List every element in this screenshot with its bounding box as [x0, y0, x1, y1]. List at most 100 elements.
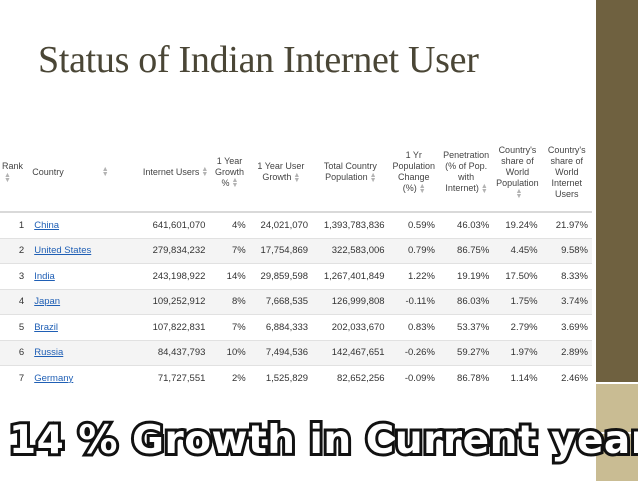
table-cell: 0.59% [388, 212, 439, 239]
header-label: Total Country Population [323, 161, 377, 182]
table-cell: -0.26% [388, 340, 439, 366]
table-cell: 1.14% [493, 365, 542, 388]
table-cell: 7% [209, 238, 250, 264]
column-header[interactable]: 1 Year User Growth ▲ ▼ [249, 133, 313, 213]
sort-icon: ▲ ▼ [369, 171, 377, 184]
accent-tile [596, 432, 638, 481]
accent-tile [596, 382, 638, 432]
table-cell: 21.97% [541, 212, 592, 239]
table-row: 2 United States 279,834,232 7% 17,754,86… [0, 238, 592, 264]
column-header[interactable]: Rank▲ ▼ [0, 133, 31, 213]
table-cell: 24,021,070 [249, 212, 313, 239]
table-cell: 4.45% [493, 238, 542, 264]
header-label: Penetration (% of Pop. with Internet) [443, 150, 490, 193]
table-cell: 0.83% [388, 314, 439, 341]
table-row: 4 Japan 109,252,912 8% 7,668,535 126,999… [0, 289, 592, 315]
table-cell: 7,668,535 [249, 289, 313, 315]
table-cell: 9.58% [541, 238, 592, 264]
table-cell: 641,601,070 [122, 212, 210, 239]
table-row: 3 India 243,198,922 14% 29,859,598 1,267… [0, 263, 592, 290]
table-row: 7 Germany 71,727,551 2% 1,525,829 82,652… [0, 365, 592, 388]
sort-icon: ▲ ▼ [480, 182, 488, 195]
table-cell: 1.22% [388, 263, 439, 290]
column-header[interactable]: Penetration (% of Pop. with Internet) ▲ ▼ [438, 133, 494, 213]
table-cell: 1,525,829 [249, 365, 313, 388]
slide-title: Status of Indian Internet User [38, 39, 479, 81]
sort-icon: ▲ ▼ [201, 166, 209, 179]
table-row: 6 Russia 84,437,793 10% 7,494,536 142,46… [0, 340, 592, 366]
column-header[interactable]: Total Country Population ▲ ▼ [312, 133, 389, 213]
country-link[interactable]: Russia [30, 340, 123, 366]
column-header[interactable]: Country's share of World Internet Users [541, 133, 592, 213]
header-label: Internet Users [142, 166, 200, 177]
table-cell: 17,754,869 [249, 238, 313, 264]
table-cell: 126,999,808 [312, 289, 389, 315]
header-label: 1 Year Growth % [215, 155, 245, 188]
country-link[interactable]: Brazil [30, 314, 123, 341]
table-cell: 6,884,333 [249, 314, 313, 341]
table-cell: 19.24% [493, 212, 542, 239]
table-cell: 243,198,922 [122, 263, 210, 290]
table-cell: 86.75% [438, 238, 494, 264]
table-cell: 8% [209, 289, 250, 315]
table-row: 1 China 641,601,070 4% 24,021,070 1,393,… [0, 212, 592, 239]
table-cell: 84,437,793 [122, 340, 210, 366]
table-cell: 19.19% [438, 263, 494, 290]
rank-cell: 5 [0, 314, 31, 341]
country-link[interactable]: United States [30, 238, 123, 264]
table-cell: 82,652,256 [312, 365, 389, 388]
table-cell: 8.33% [541, 263, 592, 290]
table-cell: 107,822,831 [122, 314, 210, 341]
header-label: 1 Yr Population Change (%) [392, 150, 436, 193]
table-cell: 86.78% [438, 365, 494, 388]
table-cell: 17.50% [493, 263, 542, 290]
rank-cell: 3 [0, 263, 31, 290]
rank-cell: 7 [0, 365, 31, 388]
rank-cell: 6 [0, 340, 31, 366]
rank-cell: 4 [0, 289, 31, 315]
table-cell: 14% [209, 263, 250, 290]
table-cell: 0.79% [388, 238, 439, 264]
table-cell: 53.37% [438, 314, 494, 341]
table-row: 5 Brazil 107,822,831 7% 6,884,333 202,03… [0, 314, 592, 341]
accent-band [596, 0, 638, 481]
table-cell: 202,033,670 [312, 314, 389, 341]
table-cell: 7% [209, 314, 250, 341]
table-cell: 2% [209, 365, 250, 388]
sort-icon: ▲ ▼ [418, 182, 426, 195]
column-header[interactable]: Country ▲ ▼ [30, 133, 123, 213]
table-cell: 1.75% [493, 289, 542, 315]
sort-icon: ▲ ▼ [293, 171, 301, 184]
country-link[interactable]: India [30, 263, 123, 290]
internet-users-table: Rank▲ ▼ Country ▲ ▼ Internet Users ▲ ▼ 1 Year… [0, 133, 595, 388]
header-label: Country [32, 166, 64, 177]
table-cell: 1,393,783,836 [312, 212, 389, 239]
table-cell: 10% [209, 340, 250, 366]
table-cell: 3.69% [541, 314, 592, 341]
sort-icon: ▲ ▼ [231, 177, 239, 190]
country-link[interactable]: Japan [30, 289, 123, 315]
country-link[interactable]: Germany [30, 365, 123, 388]
table-cell: 29,859,598 [249, 263, 313, 290]
table-cell: 4% [209, 212, 250, 239]
growth-banner: 14 % Growth in Current year [6, 415, 638, 470]
column-header[interactable]: Internet Users ▲ ▼ [122, 133, 210, 213]
table-cell: 2.89% [541, 340, 592, 366]
header-label: Country's share of World Population [496, 144, 539, 188]
table-cell: 1.97% [493, 340, 542, 366]
table-cell: -0.09% [388, 365, 439, 388]
table-cell: 71,727,551 [122, 365, 210, 388]
column-header[interactable]: 1 Yr Population Change (%) ▲ ▼ [388, 133, 439, 213]
banner-text: 14 % Growth in Current year [6, 415, 638, 466]
table-cell: -0.11% [388, 289, 439, 315]
column-header[interactable]: Country's share of World Population▲ ▼ [493, 133, 542, 213]
sort-icon: ▲ ▼ [515, 188, 523, 201]
country-link[interactable]: China [30, 212, 123, 239]
table-cell: 2.46% [541, 365, 592, 388]
column-header[interactable]: 1 Year Growth % ▲ ▼ [209, 133, 250, 213]
table-cell: 7,494,536 [249, 340, 313, 366]
table-cell: 59.27% [438, 340, 494, 366]
data-table: Rank▲ ▼ Country ▲ ▼ Internet Users ▲ ▼ 1 Year… [0, 133, 592, 388]
header-label: 1 Year User Growth [257, 161, 305, 182]
